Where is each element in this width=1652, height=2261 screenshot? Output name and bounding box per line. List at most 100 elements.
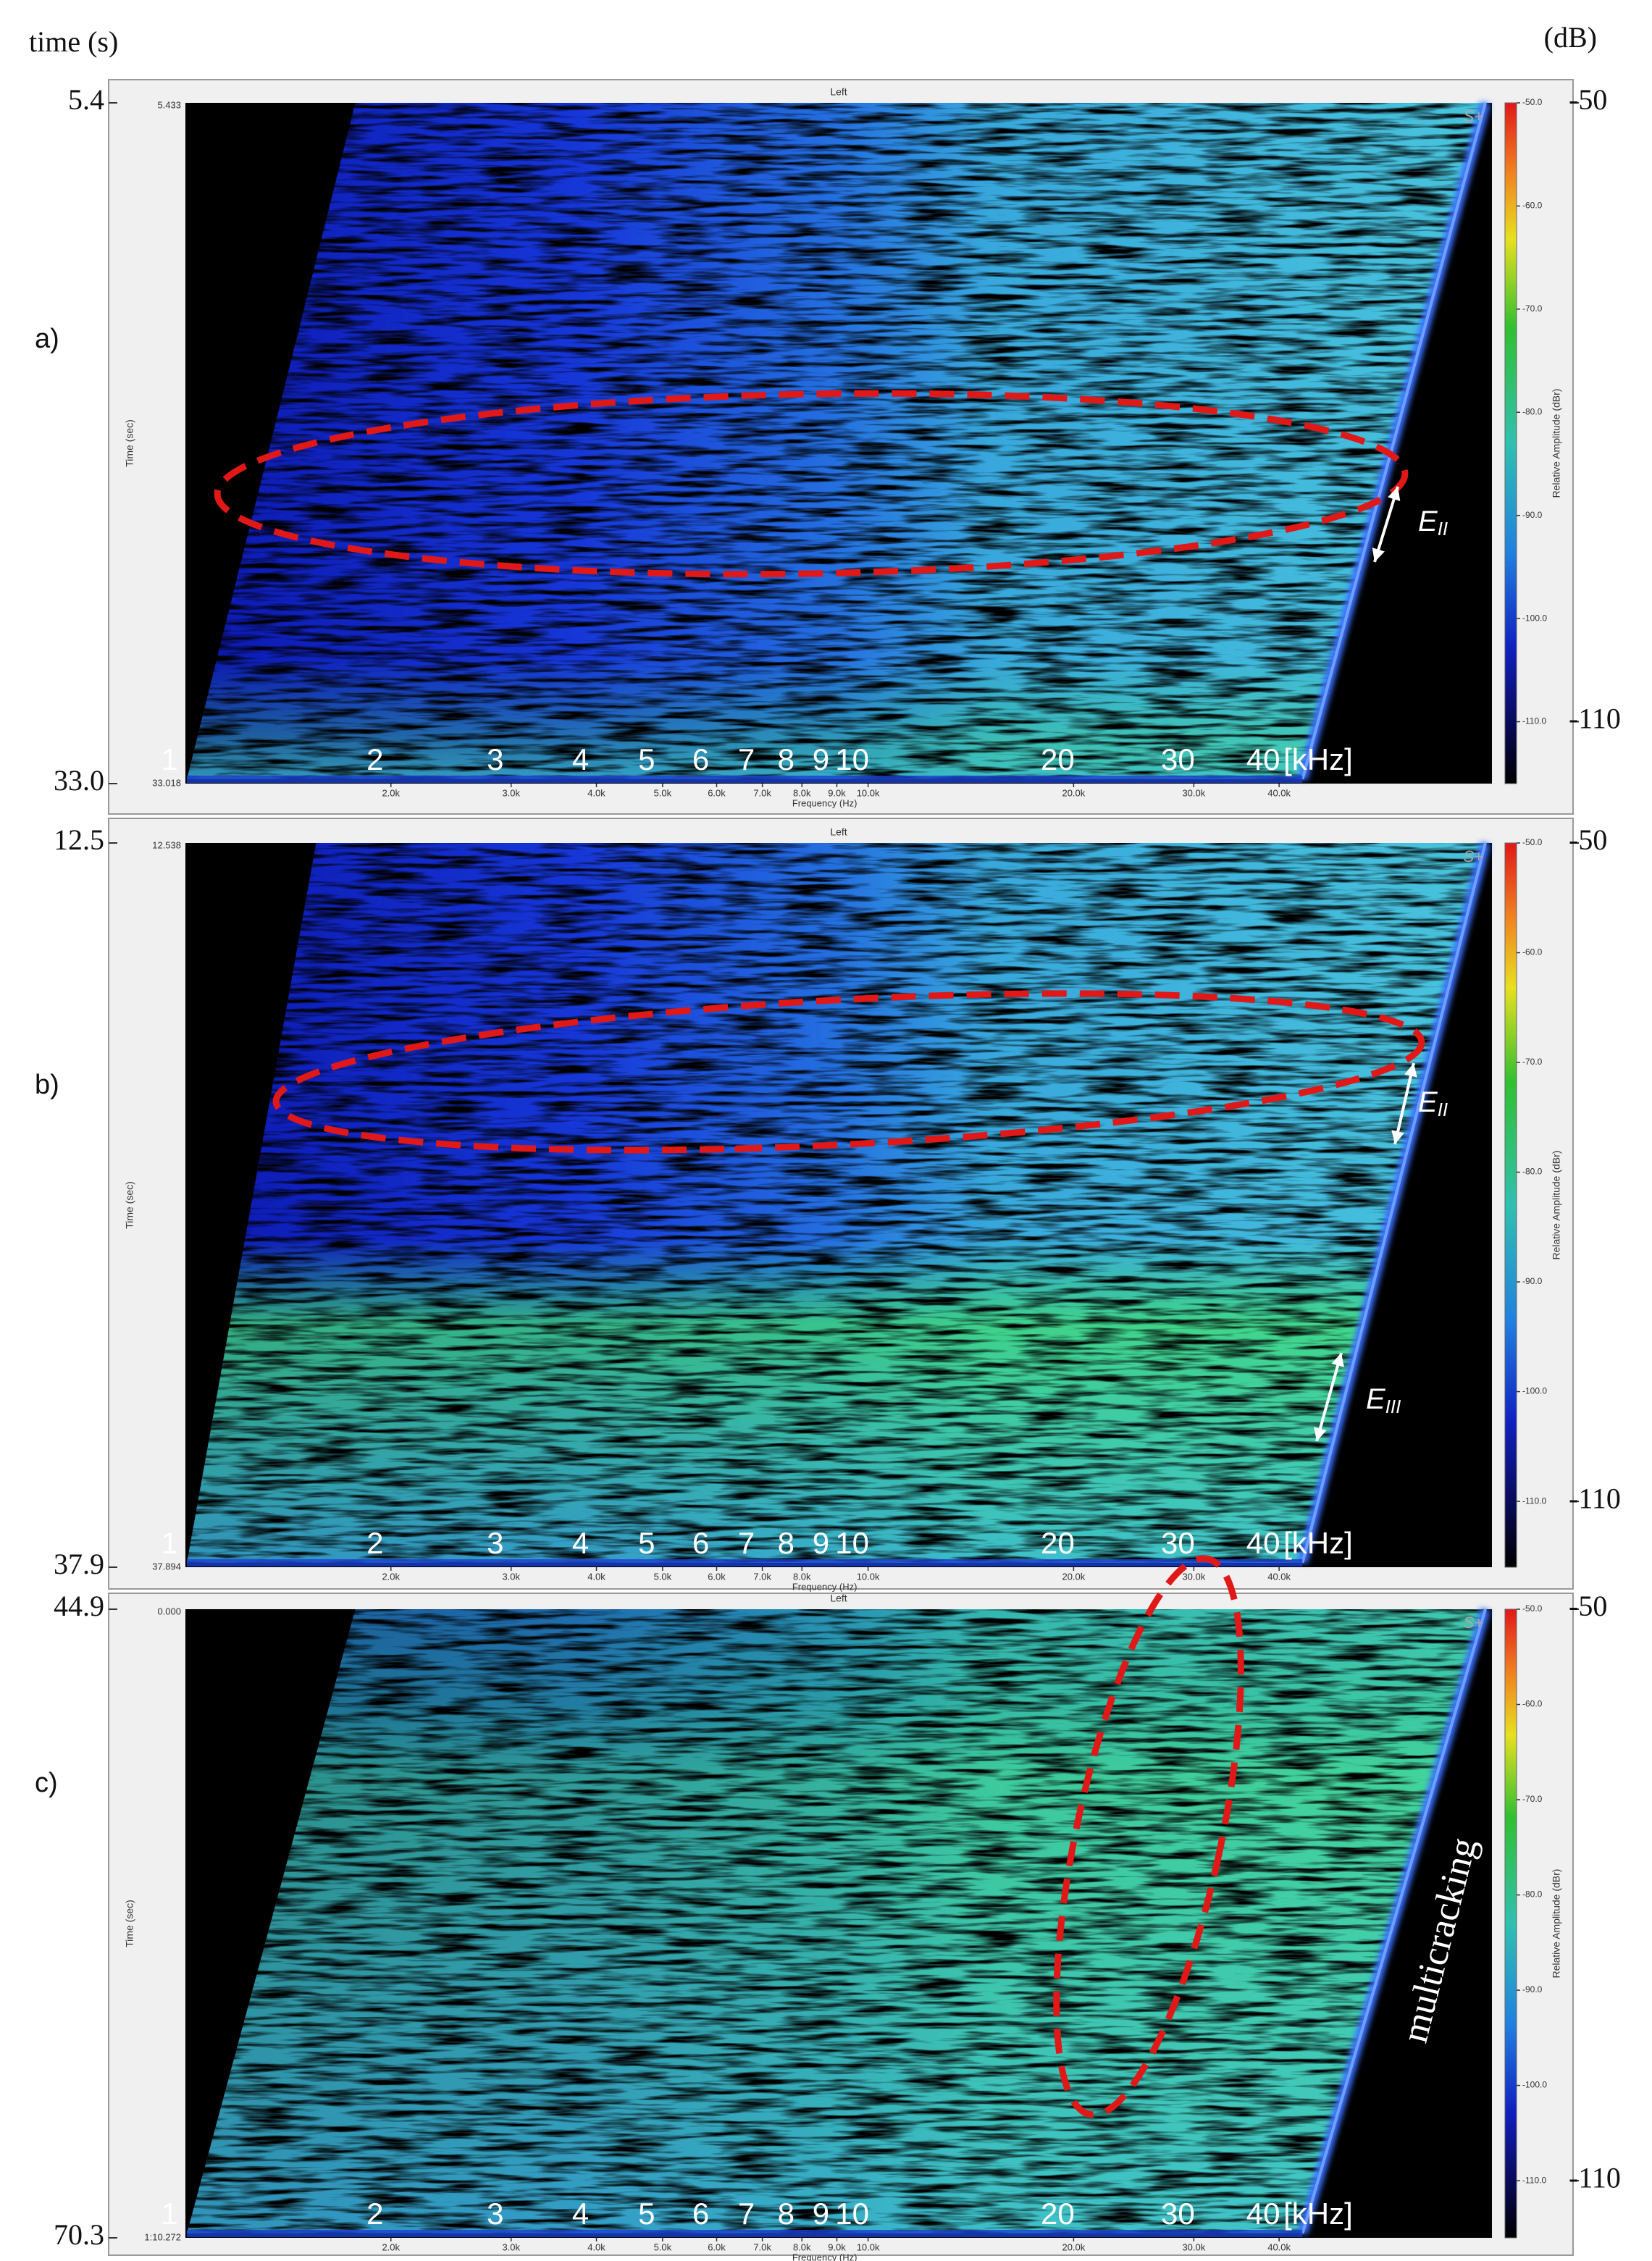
y-axis-title: Time (sec) [124,1900,135,1947]
colorbar [1504,102,1517,784]
colorbar-tick-label: -70.0 [1522,1794,1543,1804]
colorbar-tick-label: -60.0 [1522,947,1543,957]
khz-tick-label: 10 [835,742,869,776]
x-tick-label: 6.0k [708,787,726,798]
y-tick-label: 5.4 [68,83,104,116]
annotation: EIII [1366,1383,1401,1417]
arrow-head [1391,1130,1404,1144]
x-tick-label: 30.0k [1182,1571,1205,1582]
colorbar [1504,1608,1517,2239]
arrow-head [1404,1063,1417,1078]
inner-time-label: 12.538 [152,839,181,850]
y-tick-label: 44.9 [54,1590,104,1622]
x-tick-label: 10.0k [857,1571,880,1582]
colorbar-tick-label: -90.0 [1522,1276,1543,1286]
khz-tick-label: 10 [835,1526,869,1560]
logo: S+ [1463,847,1483,865]
khz-tick-label: 7 [738,1526,755,1560]
waterfall-edge [1301,102,1487,780]
colorbar [1504,842,1517,1568]
x-tick-label: 3.0k [502,787,520,798]
annotation: EII [1418,506,1448,540]
annotation-subscript: II [1438,1099,1448,1120]
colorbar-tick-label: -70.0 [1522,303,1543,314]
highlight-ellipse [214,390,1409,578]
annotation-subscript: III [1385,1396,1401,1417]
inner-time-label: 1:10.272 [144,2231,181,2242]
level-tick-label: -50 [1569,823,1607,856]
panel-label: b) [35,1070,59,1100]
waterfall-texture [187,843,1485,1563]
khz-tick-label: 6 [692,742,709,776]
khz-tick-label: 40 [1246,1526,1280,1560]
khz-tick-label: 3 [487,2197,503,2231]
khz-tick-label: 30 [1161,2197,1195,2231]
khz-tick-label: 2 [366,742,383,776]
waterfall-edge [1301,842,1487,1564]
khz-tick-label: 40 [1246,2197,1280,2231]
khz-unit: [kHz] [1283,2197,1353,2231]
arrow-head [1331,1353,1344,1367]
x-tick-label: 9.0k [828,2241,846,2252]
colorbar-tick-label: -100.0 [1522,613,1547,623]
colorbar-tick-label: -50.0 [1522,1603,1543,1614]
khz-tick-label: 3 [487,742,503,776]
colorbar-tick-label: -110.0 [1522,2175,1546,2185]
annotation-main: E [1418,506,1438,537]
time-axis-label: time (s) [29,25,118,58]
colorbar-tick-label: -90.0 [1522,1984,1543,1994]
khz-unit: [kHz] [1283,1526,1353,1560]
highlight-ellipse [272,990,1425,1154]
khz-tick-label: 40 [1246,742,1280,776]
khz-tick-label: 5 [638,742,655,776]
khz-tick-label: 5 [638,2197,655,2231]
colorbar-tick-label: -70.0 [1522,1057,1543,1067]
colorbar-tick-label: -80.0 [1522,406,1543,416]
level-tick-label: -110 [1569,2161,1621,2194]
khz-tick-label: 8 [778,1526,794,1560]
waterfall-texture [187,1609,1485,2233]
colorbar-tick-label: -80.0 [1522,1889,1543,1900]
annotation: EII [1418,1086,1448,1120]
khz-tick-label: 10 [835,2197,869,2231]
x-tick-label: 3.0k [502,1571,520,1582]
khz-tick-label: 6 [692,1526,709,1560]
colorbar-tick-label: -110.0 [1522,716,1546,726]
khz-tick-label: 1 [161,2197,177,2231]
y-axis-title: Time (sec) [124,419,135,467]
x-tick-label: 40.0k [1267,2241,1291,2252]
colorbar-tick-label: -60.0 [1522,1699,1543,1709]
x-tick-label: 2.0k [382,787,400,798]
khz-unit: [kHz] [1283,742,1353,776]
x-axis-title: Frequency (Hz) [792,2252,858,2261]
x-tick-label: 2.0k [382,1571,400,1582]
inner-time-label: 37.894 [152,1561,181,1572]
x-tick-label: 3.0k [502,2241,520,2252]
khz-tick-label: 4 [572,1526,589,1560]
khz-tick-label: 3 [487,1526,503,1560]
x-tick-label: 30.0k [1182,2241,1205,2252]
colorbar-tick-label: -50.0 [1522,97,1543,107]
waterfall-edge [1301,1608,1487,2234]
khz-tick-label: 6 [692,2197,709,2231]
x-tick-label: 8.0k [793,1571,811,1582]
plot-title: Left [830,826,847,838]
x-tick-label: 20.0k [1062,2241,1085,2252]
highlight-ellipse [1053,1555,1244,2118]
arrow-shaft [1315,1352,1343,1442]
logo: S+ [1463,107,1483,125]
level-tick-label: -110 [1569,1482,1621,1514]
x-tick-label: 20.0k [1062,787,1085,798]
annotation-main: E [1366,1383,1386,1415]
x-tick-label: 40.0k [1267,1571,1291,1582]
x-tick-label: 5.0k [654,2241,672,2252]
panel-label: a) [35,324,59,354]
annotation-subscript: II [1438,518,1448,540]
x-tick-label: 10.0k [857,2241,880,2252]
panel-label: c) [35,1768,58,1798]
x-axis-title: Frequency (Hz) [792,797,858,808]
arrow-head [1314,1427,1327,1441]
y-tick-label: 70.3 [54,2218,104,2251]
